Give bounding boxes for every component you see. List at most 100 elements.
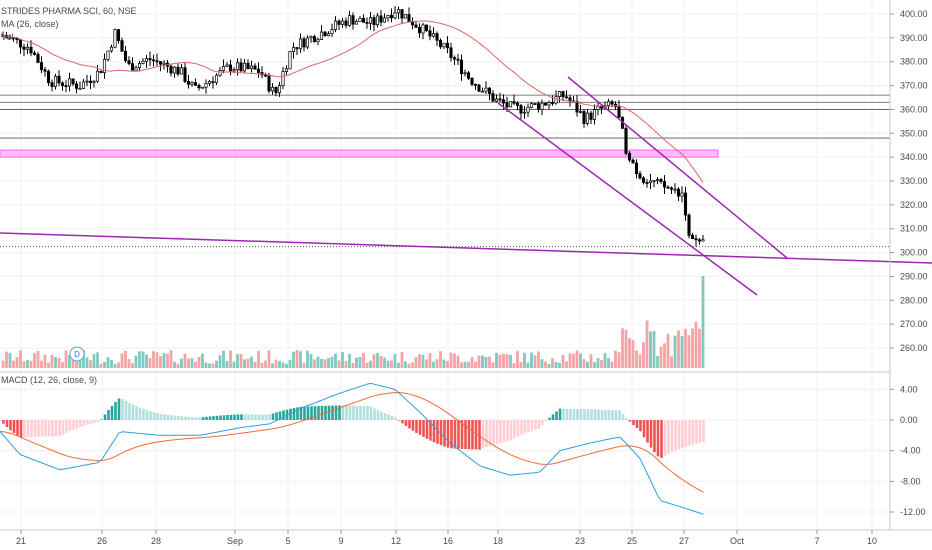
volume-bar [691, 328, 694, 368]
candle-body [8, 37, 12, 39]
volume-bar [180, 358, 183, 368]
macd-hist-bar [226, 415, 229, 420]
candle-body [634, 162, 639, 175]
volume-bar [579, 353, 582, 368]
volume-bar [519, 362, 523, 368]
candle-body [193, 82, 198, 86]
volume-bar [302, 363, 306, 368]
candle-body [239, 62, 243, 72]
candle-body [137, 63, 142, 68]
macd-hist-bar [604, 409, 607, 420]
volume-bar [488, 356, 491, 368]
legend-macd[interactable]: MACD (12, 26, close, 9) [1, 375, 97, 385]
time-axis[interactable]: 21 26 28 Sep 5 9 12 16 18 23 25 27 Oct 7 10 [0, 529, 932, 546]
macd-hist-bar [618, 410, 621, 420]
macd-hist-bar [562, 408, 565, 420]
macd-hist-bar [310, 406, 313, 420]
candle-body [547, 102, 551, 106]
volume-bar [243, 359, 246, 368]
candle-body [694, 238, 698, 241]
volume-bar [313, 359, 316, 368]
macd-hist-bar [383, 413, 387, 420]
legend-ma[interactable]: MA (26, close) [1, 19, 59, 29]
volume-bar [344, 360, 348, 368]
volume-bar [610, 361, 614, 368]
volume-bar [327, 358, 330, 368]
macd-hist-bar [579, 409, 583, 420]
candle-body [585, 112, 590, 124]
volume-bar [194, 361, 197, 368]
macd-tick-label: -4.00 [900, 446, 921, 456]
macd-hist-bar [103, 414, 107, 420]
macd-hist-bar [457, 420, 460, 449]
candle-body [638, 173, 642, 179]
macd-hist-bar [702, 420, 705, 443]
macd-hist-bar [117, 398, 121, 420]
candle-body [99, 70, 103, 74]
candle-body [442, 42, 446, 48]
volume-bar [551, 358, 554, 368]
macd-axis[interactable]: 4.00 0.00 -4.00 -8.00 -12.00 [890, 384, 926, 517]
candle-body [515, 102, 520, 106]
macd-hist-bar [635, 420, 639, 429]
legend-vol[interactable]: Vol [1, 32, 14, 42]
macd-hist-bar [474, 420, 478, 450]
legend-symbol[interactable]: STRIDES PHARMA SCI, 60, NSE [1, 6, 137, 16]
price-tick-label: 260.00 [900, 343, 928, 353]
volume-bar [425, 359, 428, 368]
candle-body [347, 15, 352, 26]
macd-hist-bar [394, 417, 397, 420]
candle-body [473, 83, 478, 86]
volume-bar [323, 359, 327, 368]
macd-hist-bar [138, 407, 142, 420]
macd-hist-bar [93, 420, 96, 423]
candle-body [417, 26, 422, 34]
volume-bar [568, 353, 572, 368]
volume-bar [288, 359, 292, 368]
macd-hist-bar [205, 416, 208, 420]
volume-bar [628, 338, 631, 368]
candle-body [298, 38, 303, 50]
volume-bar [215, 360, 218, 368]
macd-hist-bar [0, 420, 2, 421]
candle-body [106, 50, 110, 60]
volume-bar [64, 350, 68, 368]
macd-hist-bar [317, 406, 320, 420]
volume-bar [85, 357, 89, 368]
time-tick-label: 25 [627, 536, 637, 546]
volume-bar [614, 350, 617, 368]
macd-hist-bar [173, 415, 177, 420]
volume-bar [439, 351, 442, 368]
support-zone [0, 149, 719, 158]
volume-bar [407, 363, 411, 368]
volume-bar [456, 355, 460, 368]
macd-hist-bar [86, 420, 89, 425]
volume-bar [596, 358, 600, 368]
volume-bar [36, 351, 40, 368]
macd-hist-bar [471, 420, 474, 450]
macd-hist-bar [306, 406, 310, 420]
candle-body [242, 62, 247, 72]
candle-body [361, 17, 366, 23]
price-axis[interactable]: 400.00 390.00 380.00 370.00 360.00 350.00 340.… [889, 0, 928, 530]
macd-hist-bar [439, 420, 443, 446]
candle-body [372, 17, 376, 26]
volume-bar [351, 363, 355, 368]
volume-bar [687, 335, 691, 368]
volume-bar [558, 363, 561, 368]
volume-bar [68, 355, 71, 368]
volume-bar [432, 361, 435, 368]
macd-hist-bar [380, 411, 383, 420]
volume-bar [285, 363, 288, 368]
volume-bar [316, 356, 320, 368]
candle-body [403, 14, 408, 19]
macd-hist-bar [61, 420, 65, 435]
candle-body [522, 111, 527, 114]
macd-hist-bar [513, 420, 516, 439]
candle-body [501, 99, 506, 104]
candle-body [484, 87, 488, 92]
macd-hist-bar [142, 408, 145, 420]
event-marker-circle[interactable] [69, 346, 85, 362]
volume-bar [544, 361, 547, 368]
candle-body [36, 54, 40, 63]
